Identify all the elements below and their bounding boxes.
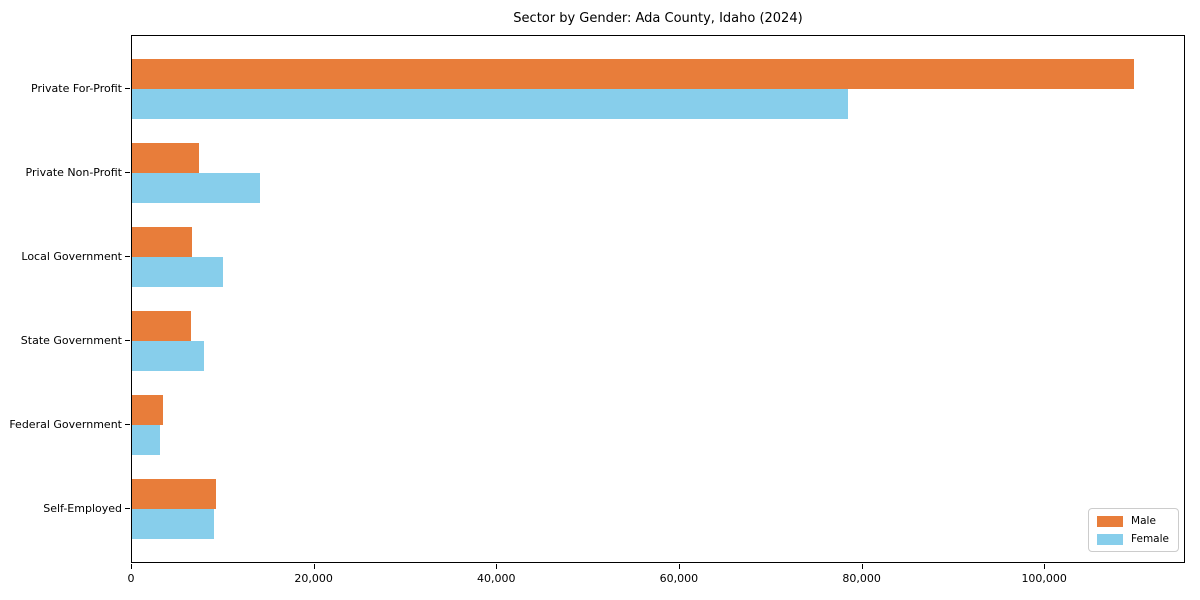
xtick-label: 80,000 (842, 572, 881, 585)
bar-male-2 (132, 143, 199, 173)
bar-female-5 (132, 425, 161, 455)
ytick-mark (125, 340, 130, 341)
ytick-label: Private Non-Profit (25, 166, 122, 179)
legend-item-male: Male (1097, 515, 1169, 527)
bar-male-4 (132, 311, 192, 341)
ytick-mark (125, 88, 130, 89)
xtick-label: 20,000 (294, 572, 333, 585)
ytick-label: Private For-Profit (31, 82, 122, 95)
legend: Male Female (1088, 508, 1179, 552)
ytick-mark (125, 424, 130, 425)
xtick-mark (1044, 564, 1046, 569)
bar-male-3 (132, 227, 193, 257)
bar-male-1 (132, 59, 1134, 89)
ytick-mark (125, 256, 130, 257)
ytick-label: State Government (20, 334, 122, 347)
xtick-label: 0 (127, 572, 135, 585)
plot-area: Male Female (131, 35, 1185, 563)
bar-female-3 (132, 257, 224, 287)
female-color-swatch (1097, 533, 1124, 545)
xtick-mark (131, 564, 132, 569)
bar-female-4 (132, 341, 205, 371)
chart-title: Sector by Gender: Ada County, Idaho (202… (513, 11, 803, 26)
legend-label-male: Male (1131, 515, 1156, 527)
bar-female-6 (132, 509, 215, 539)
xtick-label: 40,000 (477, 572, 516, 585)
xtick-mark (496, 564, 498, 569)
bar-female-2 (132, 173, 260, 203)
xtick-label: 60,000 (659, 572, 699, 585)
ytick-label: Local Government (21, 250, 122, 263)
xtick-mark (313, 564, 315, 569)
ytick-mark (125, 508, 130, 509)
ytick-label: Federal Government (9, 418, 122, 431)
legend-item-female: Female (1097, 533, 1169, 545)
ytick-mark (125, 172, 130, 173)
bar-female-1 (132, 89, 848, 119)
bar-male-6 (132, 479, 216, 509)
male-color-swatch (1097, 515, 1124, 527)
bar-male-5 (132, 395, 163, 425)
xtick-mark (678, 564, 680, 569)
xtick-label: 100,000 (1021, 572, 1067, 585)
ytick-label: Self-Employed (43, 502, 122, 515)
legend-label-female: Female (1131, 533, 1169, 545)
xtick-mark (861, 564, 863, 569)
